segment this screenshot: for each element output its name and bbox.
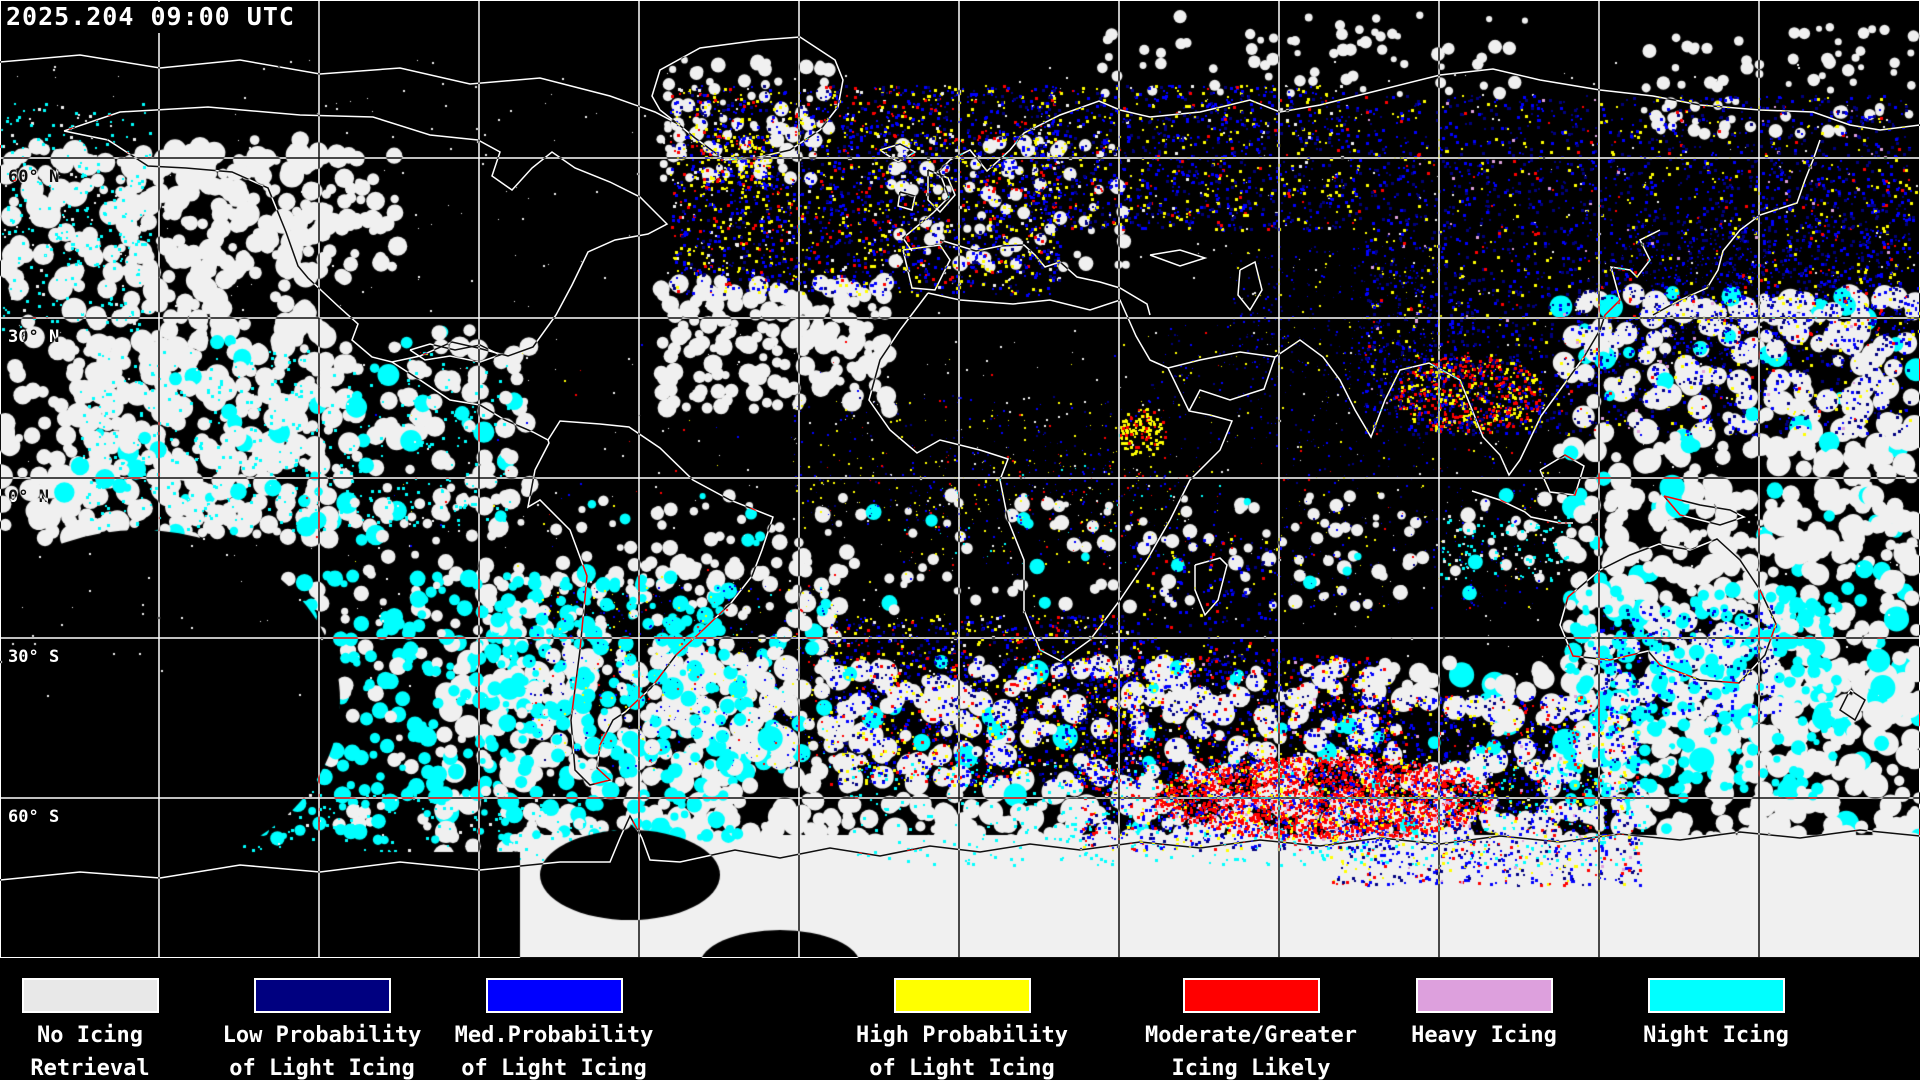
coastline-path	[1471, 490, 1573, 524]
legend-swatch-high-prob-light-icing	[893, 978, 1031, 1013]
legend-item-no-icing-retrieval: No Icing Retrieval	[0, 960, 210, 1080]
legend-item-high-prob-light-icing: High Probability of Light Icing	[842, 960, 1082, 1080]
coastline-path	[0, 54, 681, 126]
coastline-path	[1559, 538, 1777, 684]
latitude-label: 60° N	[8, 167, 59, 187]
coastline-path	[1149, 249, 1208, 267]
legend-item-moderate-greater-icing: Moderate/Greater Icing Likely	[1131, 960, 1371, 1080]
coastlines-layer	[0, 36, 1920, 881]
legend-label: Moderate/Greater	[1145, 1023, 1357, 1048]
coastline-path	[1237, 260, 1263, 312]
legend-label: Icing Likely	[1171, 1056, 1331, 1080]
coastline-path	[1652, 139, 1821, 316]
coastline-path	[927, 169, 956, 214]
coastline-path	[868, 292, 1234, 662]
legend-swatch-heavy-icing	[1415, 978, 1553, 1013]
coastline-path	[409, 343, 502, 363]
coastline-path	[1194, 557, 1228, 617]
latitude-label: 30° S	[8, 647, 59, 667]
coastline-path	[1663, 495, 1746, 526]
map-frame	[0, 0, 1920, 958]
legend-label: of Light Icing	[461, 1056, 647, 1080]
timestamp: 2025.204 09:00 UTC	[6, 2, 299, 33]
coastline-path	[651, 36, 844, 161]
legend-label: Low Probability	[222, 1023, 422, 1048]
coastline-path	[1839, 689, 1866, 722]
legend-label: Retrieval	[30, 1056, 150, 1080]
legend-item-med-prob-light-icing: Med.Probability of Light Icing	[434, 960, 674, 1080]
legend-label: High Probability	[856, 1023, 1068, 1048]
legend-label: Med.Probability	[454, 1023, 654, 1048]
coastline-path	[897, 191, 916, 211]
legend: No Icing Retrieval Low Probability of Light…	[0, 960, 1920, 1080]
graticule-layer: 60° N 30° N 0° N 30° S 60° S	[0, 0, 1920, 958]
legend-item-low-prob-light-icing: Low Probability of Light Icing	[202, 960, 442, 1080]
legend-label: of Light Icing	[869, 1056, 1055, 1080]
legend-swatch-low-prob-light-icing	[253, 978, 391, 1013]
latitude-label: 0° N	[8, 487, 49, 507]
latitude-label: 60° S	[8, 807, 59, 827]
coastline-path	[1274, 229, 1661, 477]
legend-label: No Icing	[37, 1023, 143, 1048]
coastline-path	[901, 68, 1920, 252]
legend-item-heavy-icing: Heavy Icing	[1364, 960, 1604, 1052]
coastline-path	[526, 420, 774, 786]
legend-swatch-no-icing-retrieval	[21, 978, 159, 1013]
legend-item-night-icing: Night Icing	[1596, 960, 1836, 1052]
coastline-path	[63, 106, 669, 363]
legend-label: Night Icing	[1643, 1023, 1789, 1048]
legend-label: Heavy Icing	[1411, 1023, 1557, 1048]
coastline-path	[1539, 454, 1585, 496]
legend-swatch-med-prob-light-icing	[485, 978, 623, 1013]
legend-swatch-night-icing	[1647, 978, 1785, 1013]
legend-label: of Light Icing	[229, 1056, 415, 1080]
coastline-path	[0, 814, 1920, 881]
legend-swatch-moderate-greater-icing	[1182, 978, 1320, 1013]
coastline-path	[939, 239, 1151, 316]
coastline-path	[391, 361, 549, 441]
coastline-path	[902, 244, 951, 291]
latitude-label: 30° N	[8, 327, 59, 347]
